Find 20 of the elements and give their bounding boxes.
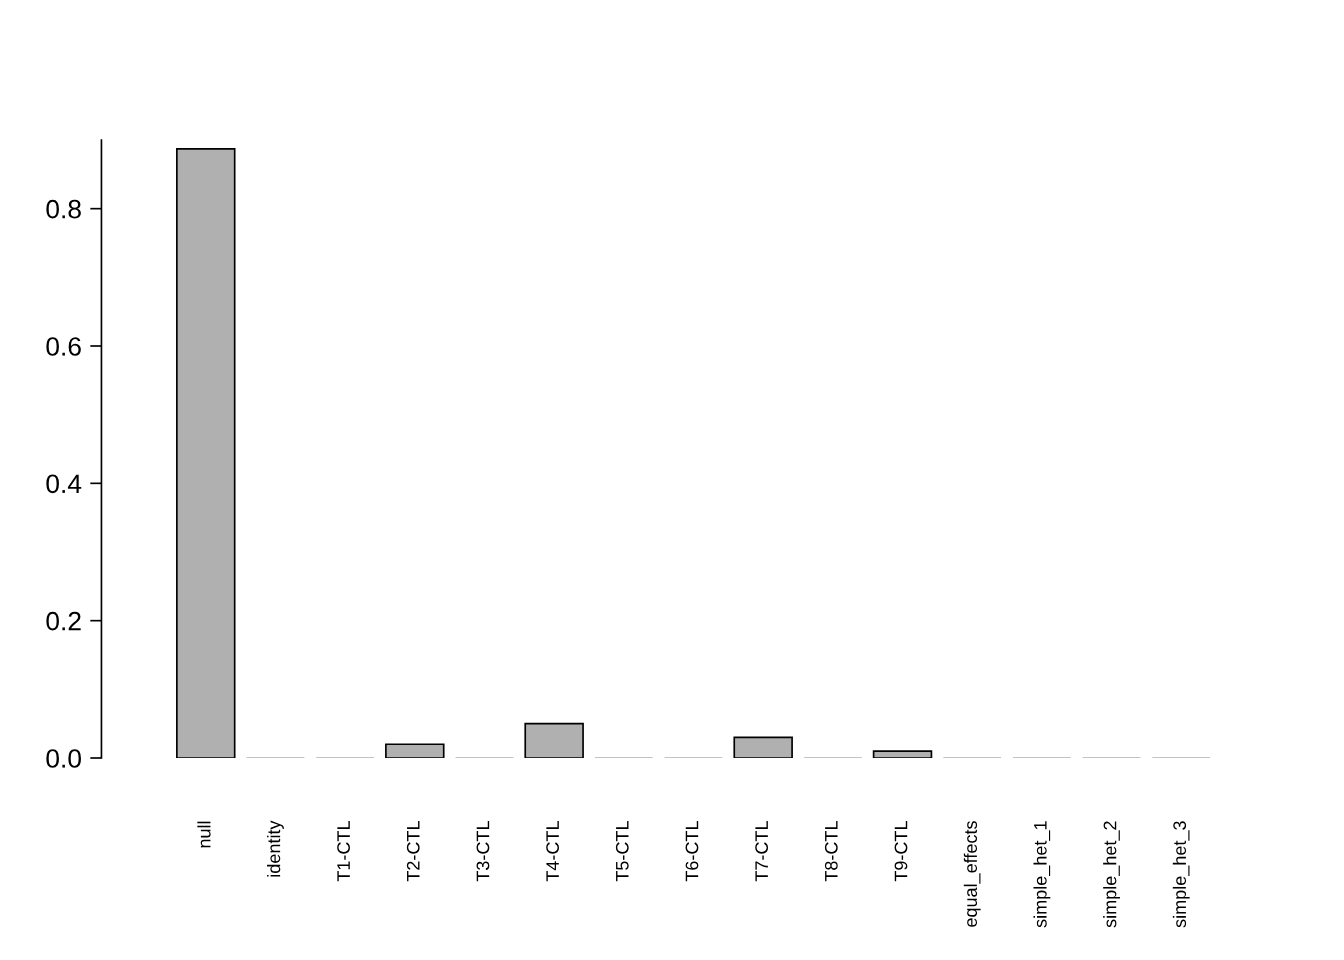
x-tick-label: T6-CTL — [685, 821, 699, 882]
x-tick-label: T2-CTL — [406, 821, 420, 882]
y-tick-label: 0.0 — [46, 749, 81, 768]
x-tick-label: T3-CTL — [476, 821, 490, 882]
x-tick-label: identity — [267, 820, 284, 877]
x-tick-label: T4-CTL — [546, 821, 559, 882]
y-tick-label: 0.6 — [46, 337, 81, 356]
x-tick-label: T8-CTL — [824, 821, 838, 882]
x-tick-label: T5-CTL — [615, 821, 629, 882]
x-tick-label: equal_effects — [963, 821, 981, 927]
y-tick-label: 0.8 — [46, 199, 81, 219]
x-tick-label: T1-CTL — [337, 821, 350, 882]
x-tick-label: T9-CTL — [894, 821, 908, 882]
y-tick-label: 0.2 — [46, 611, 81, 631]
x-tick-label: simple_het_2 — [1103, 821, 1120, 928]
x-tick-label: simple_het_3 — [1172, 821, 1190, 928]
x-tick-label: T7-CTL — [755, 821, 769, 882]
y-tick-label: 0.4 — [46, 474, 82, 494]
x-tick-label: null — [197, 821, 211, 848]
x-tick-label: simple_het_1 — [1033, 821, 1051, 928]
